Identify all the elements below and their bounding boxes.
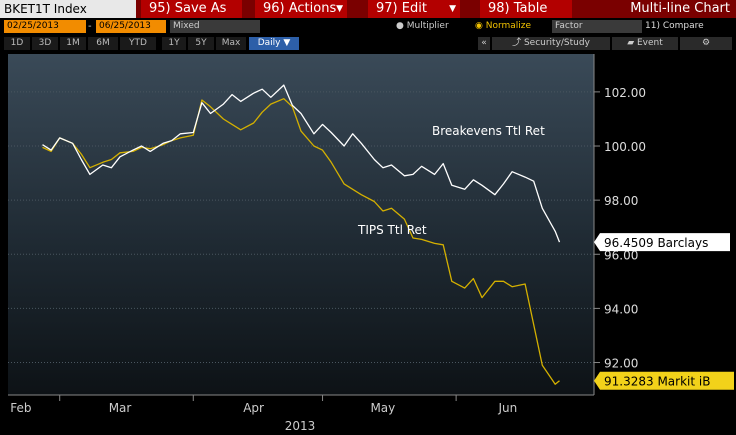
tips-last-value-tag xyxy=(594,371,734,390)
multi-line-chart: 102.00 100.00 98.00 96.00 94.00 92.00 Feb Mar A… xyxy=(8,54,734,433)
multiplier-radio[interactable]: ● Multiplier xyxy=(396,20,449,33)
chart-icon: ⤴ xyxy=(512,38,524,48)
y-tick-label: 100.00 xyxy=(604,140,646,154)
radio-off-icon: ● xyxy=(396,21,407,31)
x-tick-label: Mar xyxy=(109,401,132,415)
y-tick-label: 92.00 xyxy=(604,357,638,371)
compare-label: 11) Compare xyxy=(645,21,704,31)
y-tick-label: 98.00 xyxy=(604,194,638,208)
plot-area xyxy=(8,54,594,395)
tips-last-value-label: 91.3283 Markit iB xyxy=(604,375,710,389)
event-icon: ▰ xyxy=(627,38,637,48)
y-tick-label: 94.00 xyxy=(604,302,638,316)
y-tick-label: 102.00 xyxy=(604,86,646,100)
save-as-label: 95) Save As xyxy=(149,1,227,16)
x-axis: Feb Mar Apr May Jun xyxy=(10,395,517,415)
mode-select[interactable]: Mixed xyxy=(170,20,260,33)
tips-annotation: TIPS Ttl Ret xyxy=(357,223,427,237)
edit-dropdown-icon: ▼ xyxy=(449,4,456,14)
radio-on-icon: ◉ xyxy=(475,21,486,31)
range-ytd-button[interactable]: YTD xyxy=(120,37,156,50)
end-date-field[interactable]: 06/25/2013 xyxy=(96,20,166,33)
event-button[interactable]: ▰ Event xyxy=(612,37,678,50)
breakevens-annotation: Breakevens Ttl Ret xyxy=(432,124,545,138)
range-bar: 1D 3D 1M 6M YTD 1Y 5Y Max Daily ▼ « ⤴ Se… xyxy=(0,35,736,52)
normalize-radio[interactable]: ◉ Normalize xyxy=(475,20,531,33)
settings-button[interactable]: ⚙ xyxy=(680,37,732,50)
range-1d-button[interactable]: 1D xyxy=(4,37,30,50)
edit-menu[interactable]: 97) Edit ▼ xyxy=(368,0,460,18)
range-max-button[interactable]: Max xyxy=(216,37,246,50)
range-1y-button[interactable]: 1Y xyxy=(162,37,186,50)
y-tick-label: 96.00 xyxy=(604,248,638,262)
top-toolbar: BKET1T Index 95) Save As 96) Actions ▼ 97… xyxy=(0,0,736,18)
security-study-button[interactable]: ⤴ Security/Study xyxy=(492,37,610,50)
y-axis: 102.00 100.00 98.00 96.00 94.00 92.00 xyxy=(594,86,646,371)
ticker-field[interactable]: BKET1T Index xyxy=(0,0,136,18)
x-tick-label: Apr xyxy=(243,401,264,415)
breakevens-line xyxy=(42,84,561,243)
range-5y-button[interactable]: 5Y xyxy=(188,37,214,50)
actions-label: 96) Actions xyxy=(263,1,337,16)
normalize-label: Normalize xyxy=(485,21,532,31)
range-1m-button[interactable]: 1M xyxy=(60,37,86,50)
date-separator: - xyxy=(88,21,92,32)
series-lines xyxy=(42,84,561,385)
factor-field[interactable]: Factor xyxy=(552,20,642,33)
start-date-field[interactable]: 02/25/2013 xyxy=(4,20,86,33)
table-button[interactable]: 98) Table xyxy=(480,0,572,18)
range-6m-button[interactable]: 6M xyxy=(88,37,118,50)
period-dropdown[interactable]: Daily ▼ xyxy=(249,37,299,50)
options-bar: 02/25/2013 - 06/25/2013 Mixed ● Multipli… xyxy=(0,18,736,35)
actions-dropdown-icon: ▼ xyxy=(336,4,343,14)
edit-label: 97) Edit xyxy=(376,1,427,16)
x-tick-label: Feb xyxy=(10,401,31,415)
security-study-label: Security/Study xyxy=(523,38,590,48)
last-value-labels: 96.4509 Barclays 91.3283 Markit iB xyxy=(594,233,734,390)
multiplier-label: Multiplier xyxy=(406,21,449,31)
compare-button[interactable]: 11) Compare xyxy=(645,20,704,33)
range-3d-button[interactable]: 3D xyxy=(32,37,58,50)
breakevens-last-value-label: 96.4509 Barclays xyxy=(604,236,708,250)
collapse-button[interactable]: « xyxy=(478,37,490,50)
save-as-button[interactable]: 95) Save As xyxy=(141,0,242,18)
year-label: 2013 xyxy=(285,419,316,433)
gear-icon: ⚙ xyxy=(701,38,711,48)
actions-menu[interactable]: 96) Actions ▼ xyxy=(255,0,347,18)
breakevens-last-value-tag xyxy=(594,233,730,252)
x-tick-label: May xyxy=(370,401,395,415)
x-tick-label: Jun xyxy=(497,401,517,415)
table-label: 98) Table xyxy=(488,1,548,16)
event-label: Event xyxy=(637,38,663,48)
chart-window-title: Multi-line Chart xyxy=(630,1,730,16)
